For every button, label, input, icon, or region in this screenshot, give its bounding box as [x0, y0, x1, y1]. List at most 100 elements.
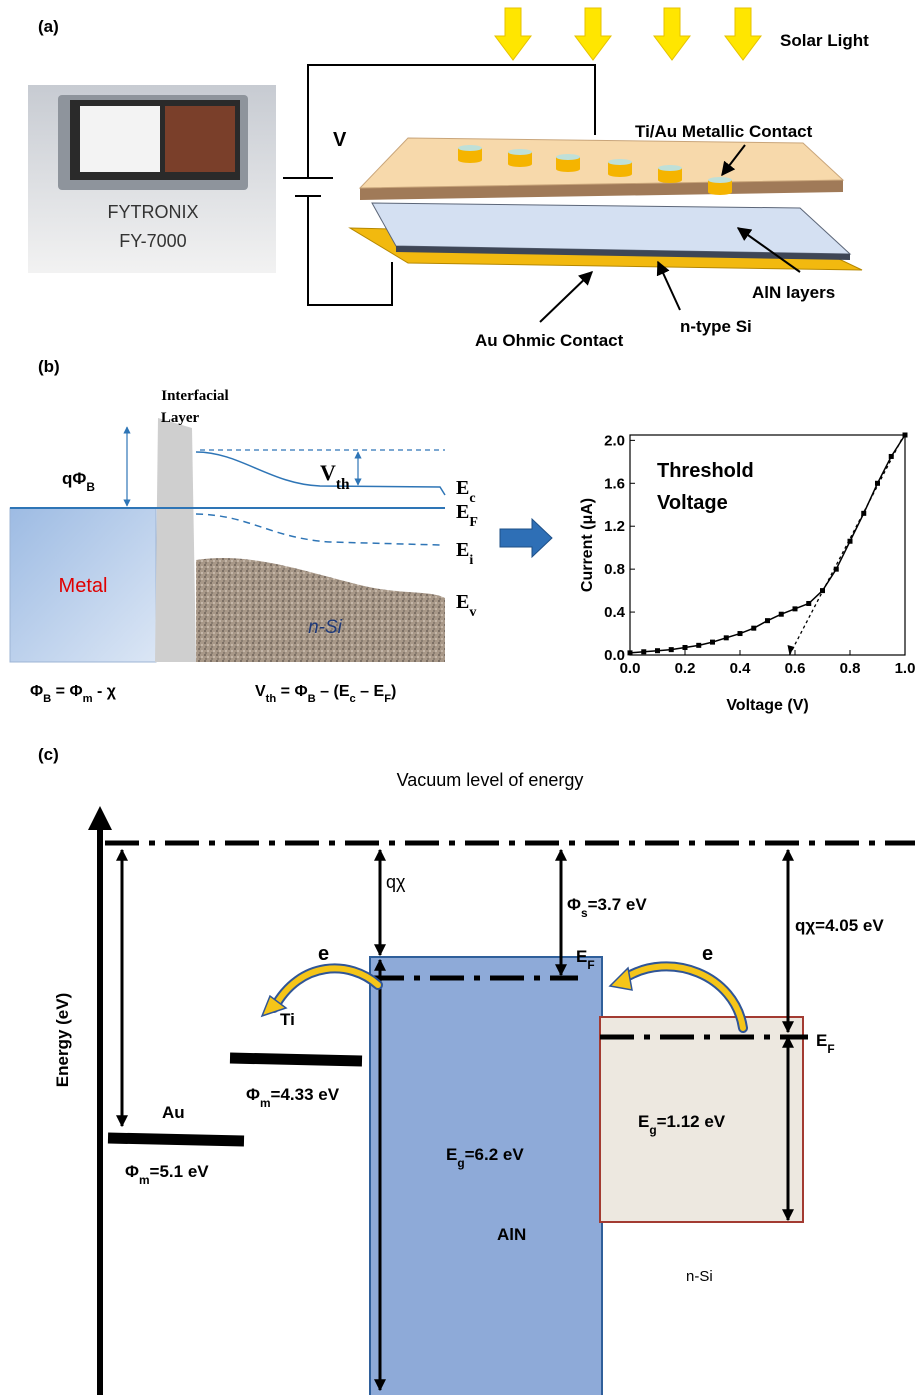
chart-annotation: Threshold — [657, 460, 754, 482]
subscript: g — [649, 1123, 656, 1137]
subscript: B — [308, 693, 316, 705]
energy-axis-head — [88, 806, 112, 830]
subscript: th — [336, 476, 350, 493]
si-layer — [372, 203, 850, 254]
data-point — [793, 606, 798, 611]
ti-level — [230, 1058, 362, 1061]
voltage-source: V — [333, 129, 347, 151]
ti-work-function: Φm=4.33 eV — [246, 1085, 340, 1110]
y-tick-label: 2.0 — [604, 432, 625, 449]
si-affinity: qχ=4.05 eV — [795, 916, 884, 935]
threshold-equation: Vth = ΦB – (Ec – EF) — [255, 683, 396, 705]
interfacial-layer — [155, 418, 196, 662]
text-part: Φ — [567, 895, 581, 914]
data-point — [903, 433, 908, 438]
si-label: n-Si — [686, 1268, 713, 1285]
aln-layer — [360, 138, 843, 188]
fit-line — [790, 433, 906, 655]
x-tick-label: 0.8 — [840, 660, 861, 677]
x-axis-label: Voltage (V) — [726, 697, 808, 714]
aln-block — [370, 957, 602, 1395]
text-part: V — [255, 683, 266, 700]
panel-a: (a) Solar Light FYTRONIX FY-7000 V — [28, 8, 869, 350]
electron-arrow-head — [610, 968, 632, 990]
panel-label: (a) — [38, 17, 59, 36]
y-axis-label: Current (μA) — [579, 498, 596, 592]
text-part: =6.2 eV — [465, 1145, 525, 1164]
vacuum-label: Vacuum level of energy — [397, 770, 584, 790]
text-part: E — [456, 539, 469, 561]
device — [350, 138, 862, 270]
panel-c: (c) Vacuum level of energy Energy (eV) e… — [38, 745, 915, 1395]
screen-panel — [165, 106, 235, 172]
barrier-equation: ΦB = Φm - χ — [30, 683, 117, 705]
subscript: c — [469, 491, 475, 506]
au-work-function: Φm=5.1 eV — [125, 1162, 209, 1187]
text-part: – E — [356, 683, 385, 700]
text-part: E — [816, 1031, 827, 1050]
semiconductor-label: n-Si — [308, 617, 343, 638]
text-part: V — [320, 460, 336, 485]
y-tick-label: 0.4 — [604, 604, 626, 621]
au-label: Au — [162, 1103, 185, 1122]
data-point — [889, 454, 894, 459]
aln-label: AlN layers — [752, 283, 835, 302]
subscript: i — [469, 553, 473, 568]
barrier-label: qΦB — [62, 469, 95, 494]
x-tick-label: 0.4 — [730, 660, 752, 677]
aln-work-function: Φs=3.7 eV — [567, 895, 647, 920]
text-part: = Φ — [276, 683, 307, 700]
data-point — [683, 645, 688, 650]
subscript: B — [86, 480, 95, 494]
aln-label: AlN — [497, 1225, 526, 1244]
y-tick-label: 1.6 — [604, 475, 625, 492]
ohmic-label: Au Ohmic Contact — [475, 331, 624, 350]
contact-label: Ti/Au Metallic Contact — [635, 122, 813, 141]
transition-arrow — [500, 519, 552, 557]
text-part: =1.12 eV — [657, 1112, 726, 1131]
interfacial-label: Interfacial — [161, 388, 228, 404]
data-point — [724, 635, 729, 640]
sun-arrows — [495, 8, 761, 60]
semiconductor-bulk — [196, 558, 445, 662]
subscript: g — [457, 1156, 464, 1170]
page: (a) Solar Light FYTRONIX FY-7000 V — [0, 0, 919, 1395]
data-point — [765, 618, 770, 623]
data-point — [669, 647, 674, 652]
si-fermi-label: EF — [816, 1031, 835, 1056]
instrument-name: FYTRONIX — [107, 202, 198, 222]
solar-light: Solar Light — [780, 31, 869, 50]
text-part: Φ — [125, 1162, 139, 1181]
data-point — [834, 567, 839, 572]
subscript: th — [266, 693, 277, 705]
text-part: E — [446, 1145, 457, 1164]
text-part: E — [456, 501, 469, 523]
subscript: F — [587, 958, 594, 972]
si-label: n-type Si — [680, 317, 752, 336]
electron-label: e — [702, 943, 713, 965]
text-part: E — [576, 947, 587, 966]
subscript: B — [43, 693, 51, 705]
x-tick-label: 0.2 — [675, 660, 696, 677]
energy-axis-label: Energy (eV) — [53, 993, 72, 1087]
subscript: m — [83, 693, 93, 705]
data-point — [738, 631, 743, 636]
ev-label: Ev — [456, 591, 476, 620]
text-part: E — [456, 591, 469, 613]
subscript: F — [827, 1042, 834, 1056]
screen-panel — [80, 106, 160, 172]
data-point — [655, 648, 660, 653]
text-part: Φ — [30, 683, 43, 700]
data-point — [751, 626, 756, 631]
y-tick-label: 1.2 — [604, 518, 625, 535]
text-part: ) — [391, 683, 396, 700]
data-point — [820, 588, 825, 593]
text-part: =5.1 eV — [150, 1162, 210, 1181]
data-point — [806, 601, 811, 606]
text-part: – (E — [316, 683, 350, 700]
subscript: F — [469, 515, 478, 530]
data-point — [875, 481, 880, 486]
text-part: - χ — [93, 683, 117, 700]
y-tick-label: 0.8 — [604, 561, 625, 578]
